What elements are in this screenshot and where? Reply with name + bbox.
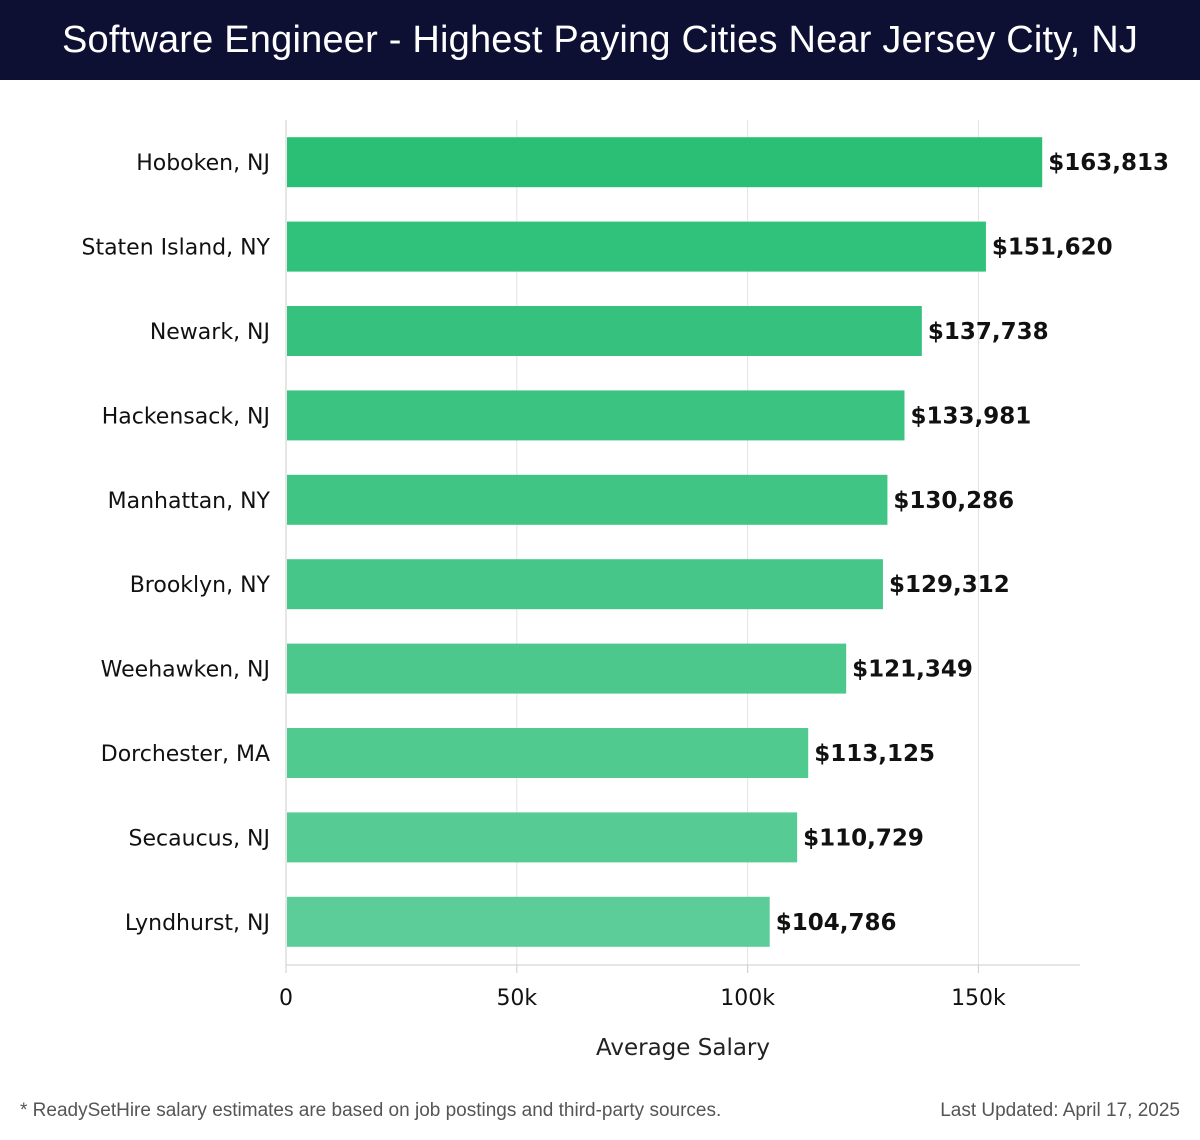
value-label: $130,286	[893, 488, 1014, 514]
x-axis-title: Average Salary	[596, 1035, 770, 1061]
category-label: Weehawken, NJ	[101, 658, 270, 683]
last-updated: Last Updated: April 17, 2025	[940, 1100, 1180, 1121]
value-label: $121,349	[852, 657, 973, 683]
category-label: Newark, NJ	[150, 320, 270, 345]
category-label: Lyndhurst, NJ	[125, 911, 270, 936]
value-label: $113,125	[814, 741, 935, 767]
chart-header: Software Engineer - Highest Paying Citie…	[0, 0, 1200, 80]
value-label: $163,813	[1048, 150, 1169, 176]
category-label: Hackensack, NJ	[102, 404, 270, 429]
bar	[287, 728, 809, 778]
category-label: Brooklyn, NY	[130, 573, 271, 598]
bar	[287, 474, 888, 525]
value-label: $133,981	[910, 403, 1031, 429]
x-tick-label: 100k	[720, 986, 775, 1011]
x-tick-label: 50k	[496, 986, 537, 1011]
bar	[287, 306, 922, 356]
salary-bar-chart: 0 50k 100k 150k Hoboken, NJ $163,813 Staten Is…	[81, 120, 1169, 1061]
category-label: Dorchester, MA	[101, 742, 270, 767]
bar	[287, 812, 798, 863]
value-label: $129,312	[889, 572, 1010, 598]
bar	[287, 896, 770, 947]
category-label: Hoboken, NJ	[136, 151, 270, 176]
category-label: Secaucus, NJ	[129, 826, 270, 851]
value-label: $110,729	[803, 825, 924, 851]
bar	[287, 390, 905, 441]
bar	[287, 221, 986, 272]
value-label: $104,786	[776, 910, 897, 936]
value-label: $137,738	[928, 319, 1049, 345]
bar	[287, 643, 847, 694]
category-label: Staten Island, NY	[81, 236, 270, 261]
bar	[287, 137, 1043, 188]
x-tick-label: 150k	[951, 986, 1006, 1011]
x-tick-label: 0	[279, 986, 293, 1011]
value-label: $151,620	[992, 235, 1113, 261]
category-label: Manhattan, NY	[108, 489, 271, 514]
bar	[287, 559, 883, 610]
footer-note: * ReadySetHire salary estimates are base…	[20, 1100, 722, 1121]
chart-title: Software Engineer - Highest Paying Citie…	[61, 18, 1139, 61]
